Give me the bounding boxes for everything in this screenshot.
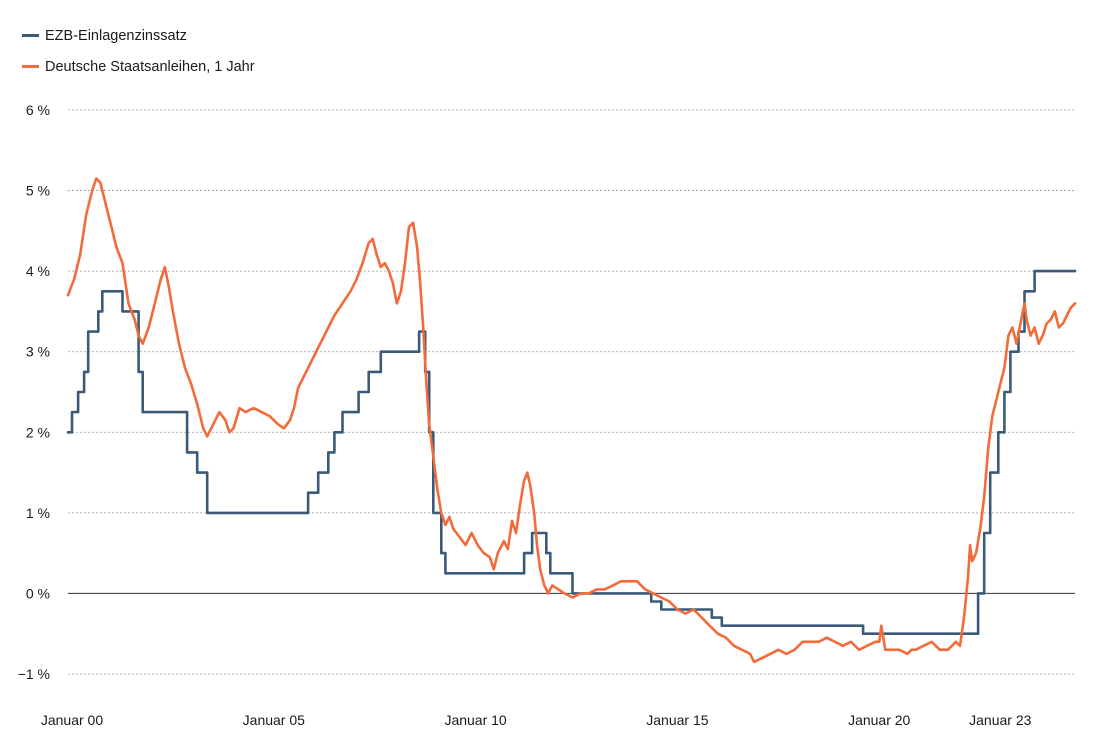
y-tick-label: −1 %	[18, 666, 50, 682]
x-tick-label: Januar 10	[444, 712, 506, 728]
x-tick-label: Januar 23	[969, 712, 1031, 728]
legend-swatch-ezb	[22, 34, 39, 37]
legend-item-ezb: EZB-Einlagenzinssatz	[22, 20, 255, 51]
y-tick-label: 3 %	[26, 344, 50, 360]
y-tick-label: 4 %	[26, 263, 50, 279]
y-tick-label: 0 %	[26, 585, 50, 601]
y-axis: 6 % 5 % 4 % 3 % 2 % 1 % 0 % −1 %	[18, 102, 50, 682]
legend-item-bund: Deutsche Staatsanleihen, 1 Jahr	[22, 51, 255, 82]
chart-legend: EZB-Einlagenzinssatz Deutsche Staatsanle…	[22, 20, 255, 82]
legend-label-bund: Deutsche Staatsanleihen, 1 Jahr	[45, 58, 255, 75]
x-axis: Januar 00 Januar 05 Januar 10 Januar 15 Janu…	[41, 712, 1032, 728]
series-group	[66, 177, 1077, 664]
series-line-bund	[66, 177, 1077, 664]
x-tick-label: Januar 05	[243, 712, 305, 728]
y-tick-label: 1 %	[26, 505, 50, 521]
series-line-ezb	[66, 269, 1077, 635]
legend-label-ezb: EZB-Einlagenzinssatz	[45, 27, 187, 44]
legend-swatch-bund	[22, 65, 39, 68]
x-tick-label: Januar 15	[646, 712, 708, 728]
y-tick-label: 2 %	[26, 424, 50, 440]
y-tick-label: 6 %	[26, 102, 50, 118]
y-tick-label: 5 %	[26, 183, 50, 199]
x-tick-label: Januar 20	[848, 712, 910, 728]
x-tick-label: Januar 00	[41, 712, 103, 728]
